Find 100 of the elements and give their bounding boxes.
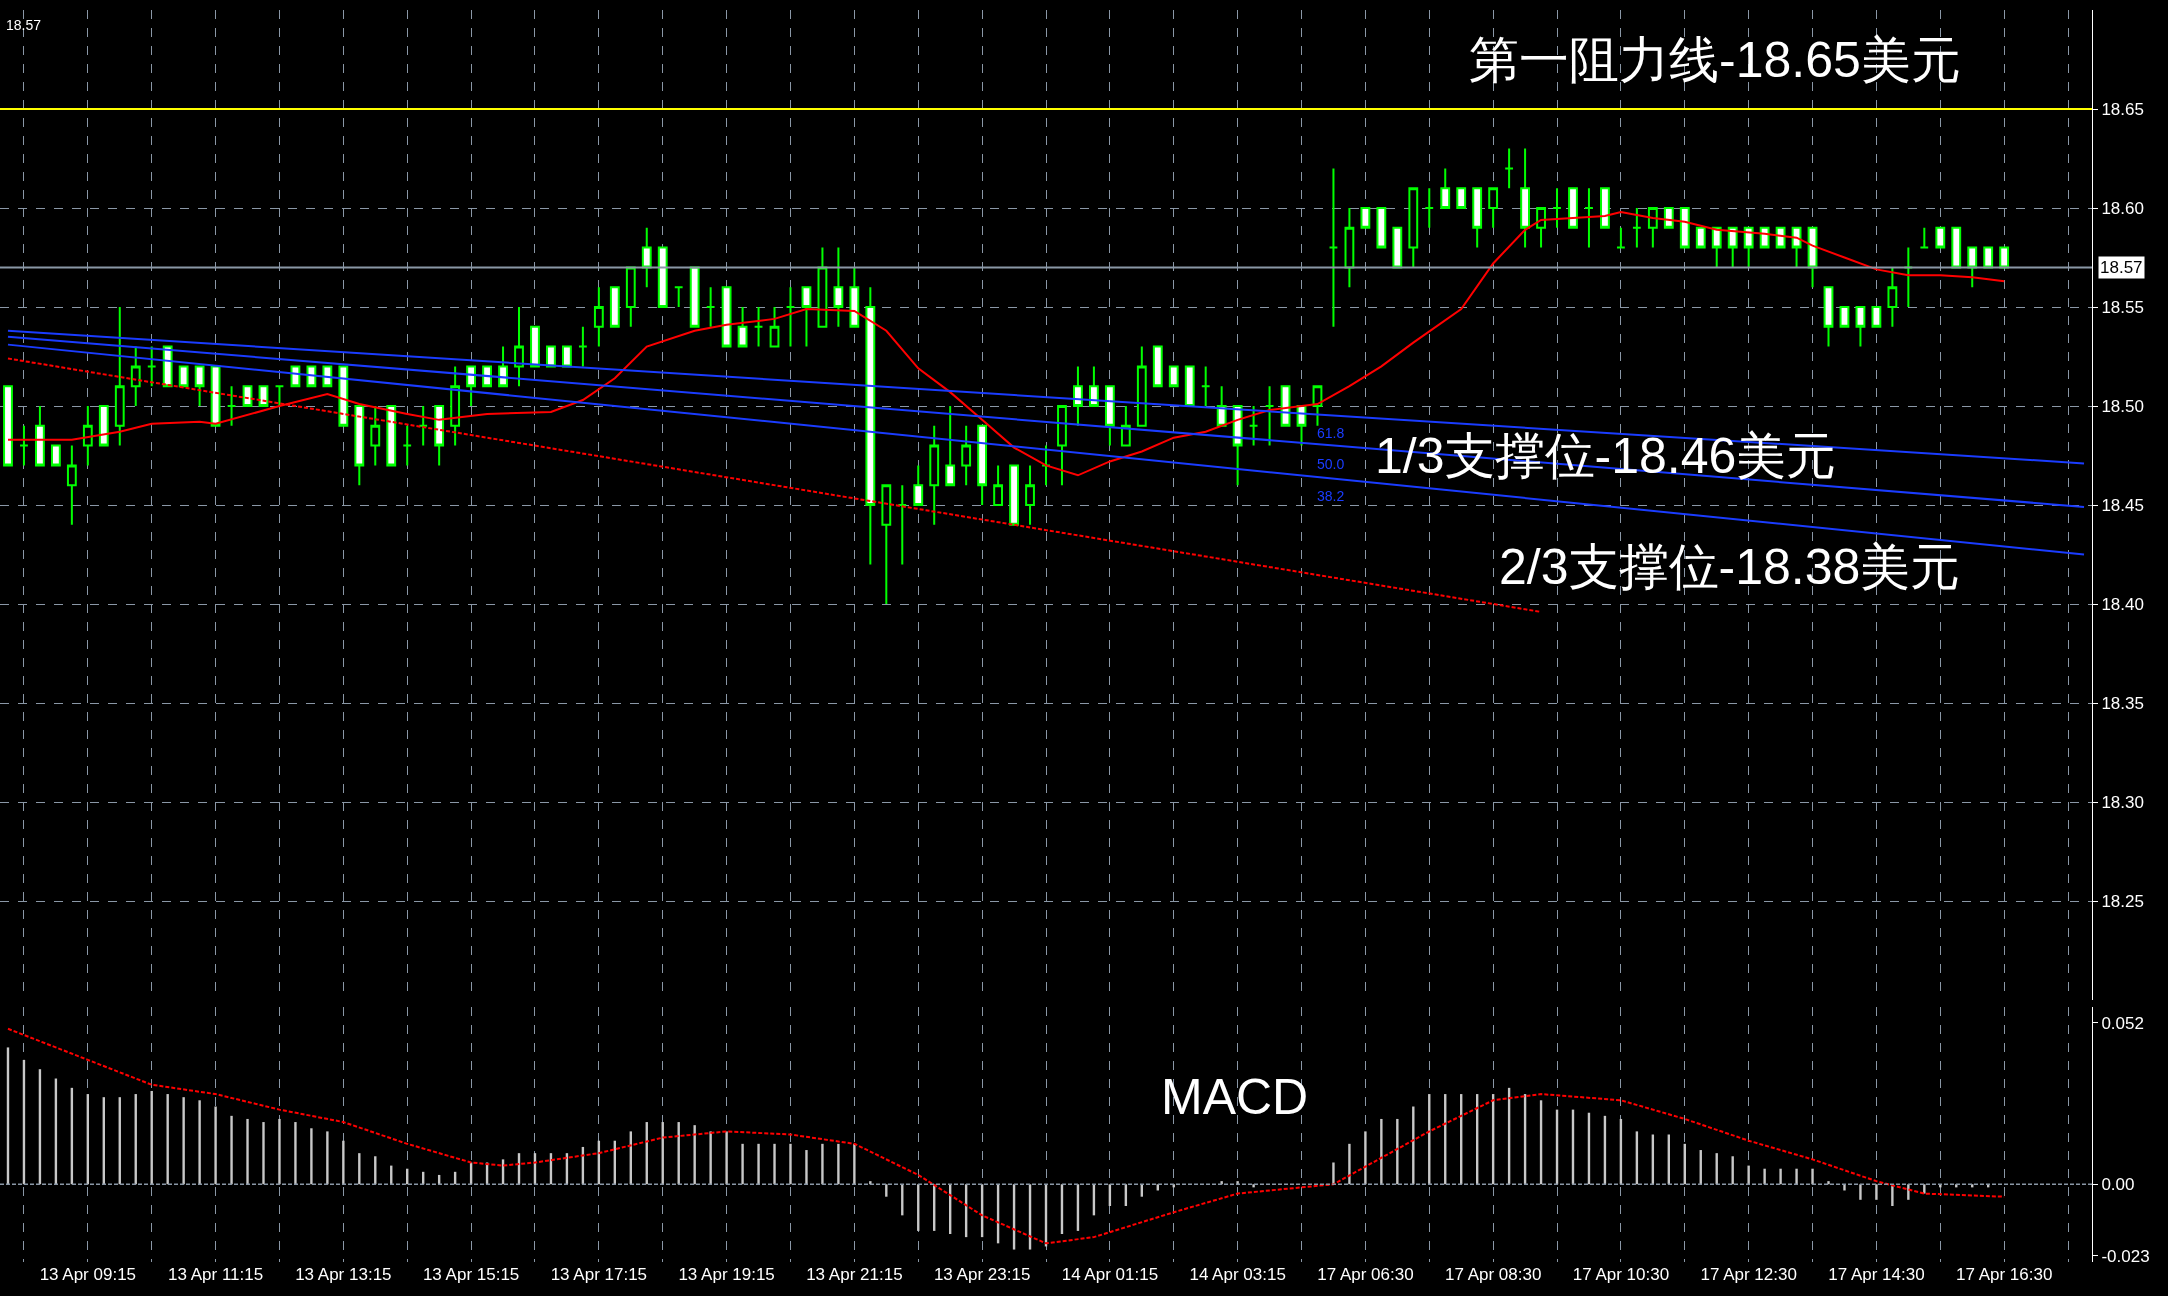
candlestick [1456, 187, 1467, 209]
bar [1875, 1184, 1878, 1200]
candlestick [1871, 306, 1882, 328]
candlestick [769, 306, 780, 348]
y-tick-label: 18.50 [2101, 396, 2144, 416]
candlestick [977, 424, 988, 506]
bar [214, 1106, 217, 1185]
bar [1380, 1118, 1383, 1185]
bar [342, 1140, 345, 1185]
candlestick [82, 405, 93, 467]
y-tick-label: 0.052 [2101, 1013, 2144, 1033]
candlestick [114, 306, 125, 447]
candlestick [1488, 187, 1499, 229]
bar [885, 1184, 888, 1197]
candlestick [498, 345, 508, 388]
annotation: 38.2 [1317, 488, 1345, 504]
candlestick [1184, 365, 1195, 407]
x-tick-label: 17 Apr 08:30 [1444, 1265, 1542, 1284]
candlestick [737, 306, 748, 348]
candlestick [1536, 207, 1546, 249]
candlestick [482, 365, 492, 388]
candlestick [1935, 226, 1946, 249]
bar [789, 1143, 792, 1185]
candlestick [1791, 226, 1802, 269]
candlestick [1759, 226, 1770, 249]
x-tick-label: 17 Apr 14:30 [1828, 1265, 1925, 1284]
candlestick [210, 365, 221, 427]
candlestick [434, 405, 445, 467]
x-tick-label: 13 Apr 09:15 [39, 1265, 137, 1284]
annotation: 2/3支撑位-18.38美元 [1499, 539, 1961, 595]
x-tick-label: 13 Apr 19:15 [678, 1265, 775, 1284]
candlestick [1152, 345, 1163, 388]
bar [1779, 1168, 1782, 1185]
bar [246, 1118, 249, 1185]
candlestick [35, 405, 45, 467]
candlestick [338, 365, 349, 427]
candlestick [322, 365, 333, 388]
candlestick [785, 286, 796, 348]
candlestick [530, 325, 540, 368]
candlestick [1967, 246, 1978, 289]
candlestick [274, 385, 285, 407]
candlestick [657, 246, 668, 308]
candlestick [1168, 365, 1179, 388]
x-tick-label: 14 Apr 01:15 [1061, 1265, 1159, 1284]
candlestick [913, 464, 924, 506]
x-tick-label: 13 Apr 13:15 [295, 1265, 392, 1284]
candlestick [514, 306, 524, 388]
candlestick [50, 444, 61, 467]
candlestick [1392, 226, 1403, 269]
bar [1412, 1106, 1415, 1185]
candlestick [865, 286, 876, 566]
candlestick [1472, 187, 1483, 249]
bar [262, 1122, 265, 1185]
candlestick [1600, 187, 1610, 229]
bar [1236, 1181, 1239, 1185]
candlestick [897, 484, 908, 566]
x-tick-label: 13 Apr 17:15 [550, 1265, 648, 1284]
candlestick [402, 424, 413, 467]
candlestick [1839, 306, 1850, 328]
bar [853, 1143, 856, 1185]
bar [757, 1143, 760, 1185]
candlestick [146, 345, 157, 388]
candlestick [130, 345, 141, 407]
candlestick [945, 405, 956, 487]
candlestick [1264, 385, 1275, 447]
bar [1747, 1165, 1750, 1185]
candlestick [1919, 226, 1930, 249]
candlestick [418, 405, 429, 447]
annotation: 50.0 [1317, 456, 1345, 472]
bar [709, 1131, 712, 1185]
x-tick-label: 17 Apr 06:30 [1317, 1265, 1414, 1284]
candlestick [1073, 365, 1083, 427]
candlestick [625, 266, 636, 328]
candlestick [3, 385, 13, 467]
bar [869, 1181, 872, 1185]
candlestick [1520, 147, 1530, 249]
x-tick-label: 17 Apr 16:30 [1955, 1265, 2053, 1284]
ref-line-label: 18.57 [2100, 258, 2143, 277]
candlestick [1376, 207, 1387, 249]
candlestick [1424, 187, 1435, 229]
bar [1364, 1131, 1367, 1185]
candlestick [1104, 385, 1115, 447]
annotation: 18.57 [6, 17, 42, 33]
y-tick-label: 18.45 [2101, 495, 2144, 515]
bar [805, 1150, 808, 1185]
candlestick [1089, 365, 1099, 407]
y-tick-label: 18.60 [2101, 198, 2144, 218]
candlestick [386, 405, 397, 467]
candlestick [849, 266, 860, 328]
candlestick [1328, 167, 1339, 328]
candlestick [1823, 286, 1834, 348]
candlestick [673, 286, 684, 308]
bar [821, 1143, 824, 1185]
candlestick [1679, 207, 1690, 249]
x-tick-label: 17 Apr 12:30 [1700, 1265, 1797, 1284]
y-tick-label: 0.00 [2101, 1175, 2135, 1195]
candlestick [1504, 147, 1515, 190]
candlestick [1615, 226, 1626, 249]
bar [837, 1143, 840, 1185]
candlestick [577, 325, 588, 368]
